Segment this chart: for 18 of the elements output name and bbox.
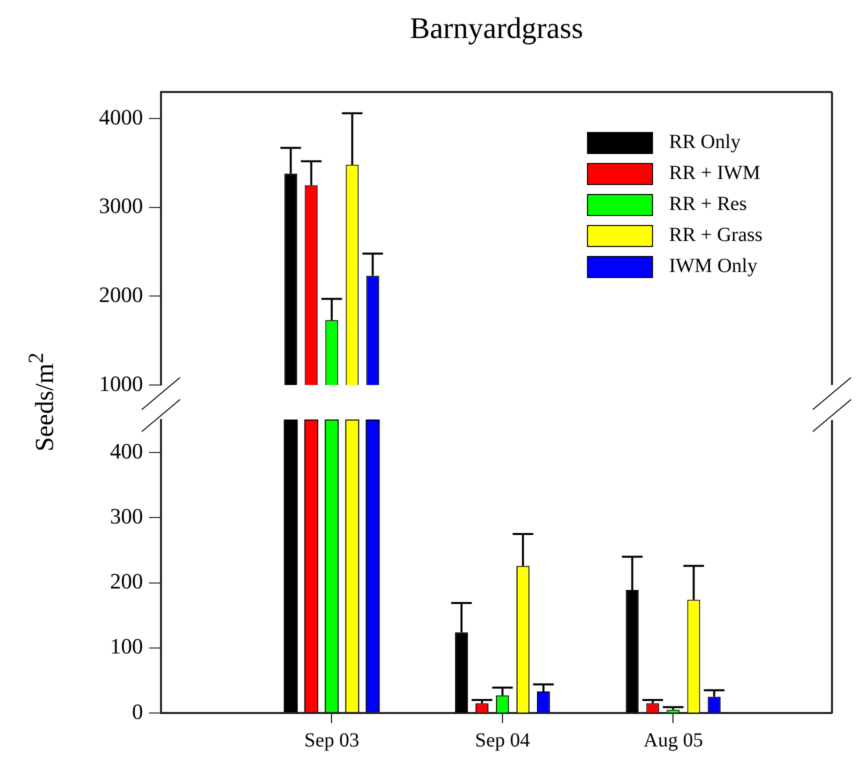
y-tick-label: 4000 [99, 104, 143, 130]
chart-title: Barnyardgrass [408, 12, 584, 46]
y-tick-label: 1000 [99, 370, 143, 396]
y-tick-label: 300 [110, 503, 143, 528]
legend-label: RR + IWM [669, 162, 760, 185]
y-tick-label: 0 [132, 698, 143, 724]
y-tick-label: 400 [110, 438, 143, 464]
legend-label: RR Only [669, 131, 741, 154]
x-tick-label: Sep 03 [304, 729, 360, 752]
legend-label: RR + Res [669, 193, 747, 216]
y-tick-label: 100 [110, 634, 143, 659]
x-tick-label: Aug 05 [643, 729, 703, 752]
y-tick-label: 200 [110, 568, 143, 594]
x-tick-label: Sep 04 [474, 729, 530, 752]
y-tick-label: 2000 [99, 282, 143, 307]
legend-label: IWM Only [669, 255, 758, 278]
y-tick-label: 3000 [99, 193, 143, 218]
legend-label: RR + Grass [669, 224, 763, 247]
